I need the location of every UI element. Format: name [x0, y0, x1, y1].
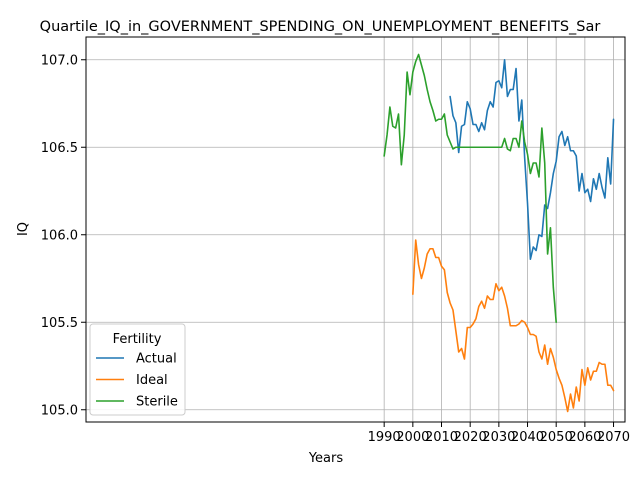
x-tick-label: 2010: [425, 430, 458, 445]
legend-label-ideal: Ideal: [136, 373, 168, 388]
series-line-ideal: [412, 239, 615, 413]
grid: [86, 37, 625, 422]
x-tick-label: 2060: [568, 430, 601, 445]
chart-title: Quartile_IQ_in_GOVERNMENT_SPENDING_ON_UN…: [40, 19, 601, 35]
x-tick-label: 2050: [540, 430, 573, 445]
y-axis: 105.0 105.5 106.0 106.5 107.0: [41, 53, 86, 418]
plot-frame: [85, 36, 626, 423]
x-tick-label: 2000: [396, 430, 429, 445]
series-line-sterile: [383, 53, 557, 324]
y-tick-label: 105.0: [41, 403, 78, 418]
series-line-actual: [449, 58, 615, 261]
x-axis-label: Years: [308, 451, 344, 466]
legend-label-sterile: Sterile: [136, 395, 178, 410]
x-tick-label: 2040: [511, 430, 544, 445]
y-tick-label: 106.5: [41, 141, 78, 156]
x-tick-label: 2070: [597, 430, 630, 445]
y-axis-label: IQ: [16, 222, 31, 236]
y-tick-label: 106.0: [41, 228, 78, 243]
series-layer: [383, 53, 615, 413]
legend: Fertility Actual Ideal Sterile: [89, 323, 186, 416]
legend-box: [89, 323, 186, 416]
legend-entries: Actual Ideal Sterile: [96, 352, 178, 410]
x-tick-label: 2030: [482, 430, 515, 445]
legend-label-actual: Actual: [136, 352, 177, 367]
x-tick-label: 1990: [368, 430, 401, 445]
y-tick-label: 105.5: [41, 316, 78, 331]
y-tick-label: 107.0: [41, 53, 78, 68]
legend-title: Fertility: [113, 332, 162, 347]
x-tick-label: 2020: [454, 430, 487, 445]
